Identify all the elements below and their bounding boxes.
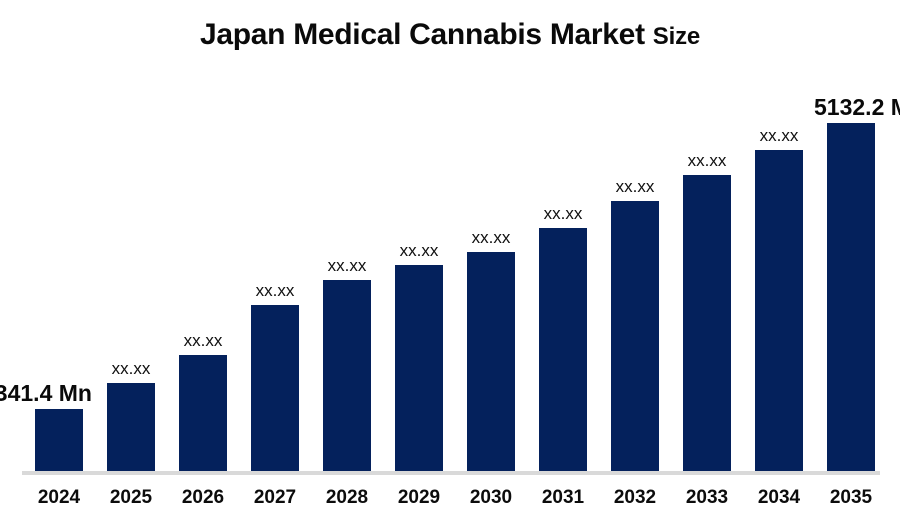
bar-value-label-2033: xx.xx bbox=[687, 151, 727, 170]
bar-value-label-2035: 5132.2 Mn bbox=[814, 94, 900, 120]
x-tick-label-2030: 2030 bbox=[469, 487, 513, 508]
bar-group-2032[interactable]: xx.xx 2032 bbox=[611, 0, 659, 525]
bar-value-label-2030: xx.xx bbox=[471, 228, 511, 247]
x-tick-label-2034: 2034 bbox=[757, 487, 801, 508]
bar-group-2026[interactable]: xx.xx 2026 bbox=[179, 0, 227, 525]
bar-value-label-2031: xx.xx bbox=[543, 204, 583, 223]
x-tick-label-2027: 2027 bbox=[253, 487, 297, 508]
chart-title-sub: Size bbox=[652, 23, 701, 50]
x-tick-label-2033: 2033 bbox=[685, 487, 729, 508]
page-title: Japan Medical Cannabis Market Size bbox=[0, 18, 900, 52]
bar-2026[interactable] bbox=[179, 355, 227, 471]
bar-2034[interactable] bbox=[755, 150, 803, 471]
x-tick-label-2035: 2035 bbox=[829, 487, 873, 508]
chart-title-main: Japan Medical Cannabis Market bbox=[199, 18, 653, 51]
bar-2033[interactable] bbox=[683, 175, 731, 471]
bar-2029[interactable] bbox=[395, 265, 443, 471]
bar-group-2030[interactable]: xx.xx 2030 bbox=[467, 0, 515, 525]
bar-group-2035[interactable]: 5132.2 Mn 2035 bbox=[814, 0, 900, 525]
x-tick-label-2032: 2032 bbox=[613, 487, 657, 508]
bar-group-2027[interactable]: xx.xx 2027 bbox=[251, 0, 299, 525]
x-tick-label-2029: 2029 bbox=[397, 487, 441, 508]
bar-2028[interactable] bbox=[323, 280, 371, 471]
bar-value-label-2028: xx.xx bbox=[327, 256, 367, 275]
x-axis-line bbox=[22, 471, 880, 475]
bar-value-label-2027: xx.xx bbox=[255, 281, 295, 300]
bar-group-2029[interactable]: xx.xx 2029 bbox=[395, 0, 443, 525]
x-tick-label-2024: 2024 bbox=[37, 487, 81, 508]
bar-value-label-2029: xx.xx bbox=[399, 241, 439, 260]
bar-group-2024[interactable]: 2341.4 Mn 2024 bbox=[0, 0, 92, 525]
bar-value-label-2026: xx.xx bbox=[183, 331, 223, 350]
bar-2031[interactable] bbox=[539, 228, 587, 471]
bar-value-label-2025: xx.xx bbox=[111, 359, 151, 378]
bar-group-2025[interactable]: xx.xx 2025 bbox=[107, 0, 155, 525]
bar-2024[interactable] bbox=[35, 409, 83, 471]
bar-2025[interactable] bbox=[107, 383, 155, 471]
bar-value-label-2034: xx.xx bbox=[759, 126, 799, 145]
bar-group-2031[interactable]: xx.xx 2031 bbox=[539, 0, 587, 525]
bar-group-2028[interactable]: xx.xx 2028 bbox=[323, 0, 371, 525]
x-tick-label-2031: 2031 bbox=[541, 487, 585, 508]
bar-group-2033[interactable]: xx.xx 2033 bbox=[683, 0, 731, 525]
bar-value-label-2032: xx.xx bbox=[615, 177, 655, 196]
bar-group-2034[interactable]: xx.xx 2034 bbox=[755, 0, 803, 525]
bar-value-label-2024: 2341.4 Mn bbox=[0, 380, 92, 406]
x-tick-label-2026: 2026 bbox=[181, 487, 225, 508]
bar-2032[interactable] bbox=[611, 201, 659, 471]
x-tick-label-2028: 2028 bbox=[325, 487, 369, 508]
x-tick-label-2025: 2025 bbox=[109, 487, 153, 508]
bar-2027[interactable] bbox=[251, 305, 299, 471]
bar-2030[interactable] bbox=[467, 252, 515, 471]
bar-2035[interactable] bbox=[827, 123, 875, 471]
